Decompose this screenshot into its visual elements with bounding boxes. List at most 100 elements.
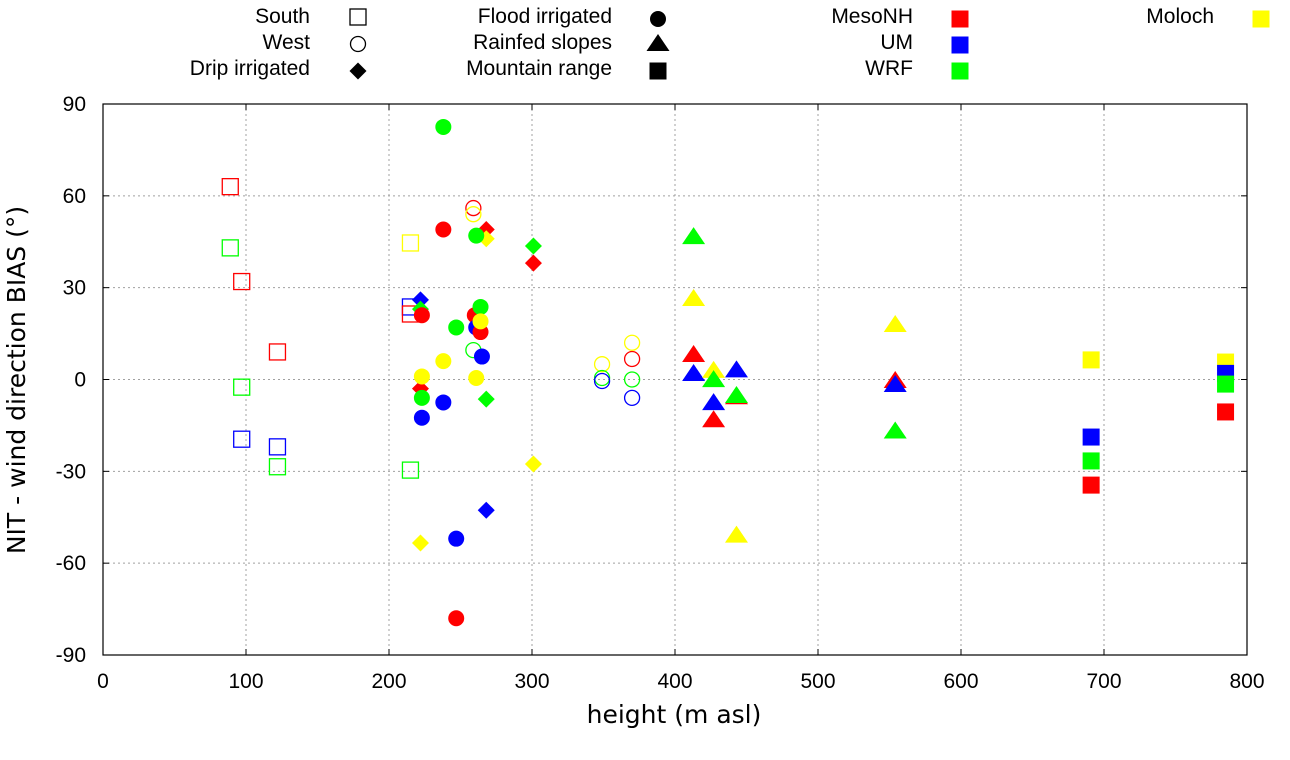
- data-point: [472, 313, 489, 330]
- axis-ticks: [102, 103, 1248, 656]
- data-point: [233, 378, 251, 396]
- legend-marker-square: [649, 62, 667, 80]
- legend-label: MesoNH: [831, 5, 913, 28]
- data-point: [593, 369, 611, 387]
- legend-label: Mountain range: [466, 57, 612, 80]
- data-point: [1082, 351, 1100, 369]
- data-markers: [221, 118, 1235, 627]
- series-rainfed-slopes: [682, 227, 907, 543]
- y-axis-title: NIT - wind direction BIAS (°): [2, 206, 31, 554]
- data-point: [702, 370, 726, 388]
- x-tick-label: 500: [800, 670, 835, 693]
- data-point: [435, 221, 452, 238]
- y-tick-label: 60: [63, 185, 86, 208]
- data-point: [593, 356, 611, 373]
- x-tick-label: 400: [657, 670, 692, 693]
- legend-label: Moloch: [1146, 5, 1214, 28]
- data-point: [233, 272, 251, 291]
- legend-marker-circle: [650, 11, 666, 27]
- data-point: [435, 118, 452, 135]
- x-tick-label: 200: [371, 670, 406, 693]
- legend-label: Drip irrigated: [190, 57, 310, 80]
- series-drip-irrigated: [411, 221, 542, 552]
- data-point: [465, 206, 482, 223]
- data-point: [682, 345, 706, 363]
- legend-label: Rainfed slopes: [473, 31, 612, 54]
- x-tick-label: 100: [228, 670, 263, 693]
- legend-label: WRF: [865, 57, 913, 80]
- data-point: [623, 371, 641, 388]
- data-point: [623, 389, 641, 407]
- x-tick-label: 800: [1229, 670, 1264, 693]
- data-point: [221, 239, 239, 257]
- data-point: [268, 438, 287, 456]
- x-tick-label: 600: [943, 670, 978, 693]
- data-point: [1217, 403, 1235, 421]
- legend: South West Drip irrigated Flood irrigated Ra…: [190, 5, 1270, 80]
- x-axis-title: height (m asl): [587, 700, 762, 729]
- legend-marker-square-open: [349, 8, 367, 26]
- data-point: [472, 298, 489, 315]
- legend-swatch: [1252, 10, 1270, 28]
- data-point: [724, 525, 748, 543]
- y-tick-label: 30: [63, 277, 86, 300]
- data-point: [524, 237, 542, 255]
- y-tick-label: -60: [56, 552, 86, 575]
- data-point: [473, 348, 490, 365]
- legend-marker-diamond: [349, 62, 367, 80]
- data-point: [623, 350, 641, 368]
- legend-label: West: [263, 31, 311, 54]
- data-point: [1082, 476, 1100, 494]
- data-point: [702, 393, 726, 411]
- data-point: [702, 360, 726, 378]
- data-point: [268, 458, 287, 476]
- data-point: [477, 390, 495, 408]
- data-point: [524, 455, 542, 473]
- y-tick-label: 0: [74, 369, 86, 392]
- data-point: [221, 177, 239, 196]
- grid: [103, 104, 1247, 655]
- legend-label: South: [255, 5, 310, 28]
- data-point: [1082, 428, 1100, 446]
- data-point: [448, 610, 465, 627]
- legend-marker-triangle: [646, 34, 670, 51]
- data-point: [268, 343, 287, 361]
- data-point: [411, 534, 429, 552]
- data-point: [593, 372, 611, 390]
- data-point: [413, 307, 430, 324]
- data-point: [468, 227, 485, 244]
- legend-swatch: [951, 36, 969, 54]
- x-tick-labels: 0 100 200 300 400 500 600 700 800: [97, 670, 1264, 693]
- data-point: [883, 421, 907, 439]
- legend-swatch: [951, 62, 969, 80]
- data-point: [468, 369, 485, 386]
- data-point: [448, 530, 465, 547]
- data-point: [411, 291, 429, 309]
- y-tick-labels: -90 -60 -30 0 30 60 90: [56, 93, 86, 667]
- data-point: [435, 394, 452, 411]
- series-mountain-range: [1082, 351, 1235, 494]
- x-tick-label: 300: [514, 670, 549, 693]
- data-point: [1082, 452, 1100, 470]
- y-tick-label: 90: [63, 93, 86, 116]
- data-point: [233, 430, 251, 448]
- data-point: [1217, 375, 1235, 393]
- data-point: [724, 386, 748, 404]
- data-point: [448, 319, 465, 336]
- data-point: [401, 234, 420, 252]
- legend-marker-circle-open: [349, 35, 367, 53]
- legend-label: UM: [880, 31, 913, 54]
- data-point: [413, 389, 430, 406]
- data-point: [413, 368, 430, 385]
- x-tick-label: 0: [97, 670, 109, 693]
- data-point: [465, 199, 482, 217]
- data-point: [724, 360, 748, 378]
- data-point: [682, 288, 706, 306]
- data-point: [477, 501, 495, 519]
- data-point: [682, 227, 706, 245]
- legend-label: Flood irrigated: [478, 5, 612, 28]
- data-point: [883, 375, 907, 393]
- y-tick-label: -30: [56, 460, 86, 483]
- data-point: [524, 254, 542, 272]
